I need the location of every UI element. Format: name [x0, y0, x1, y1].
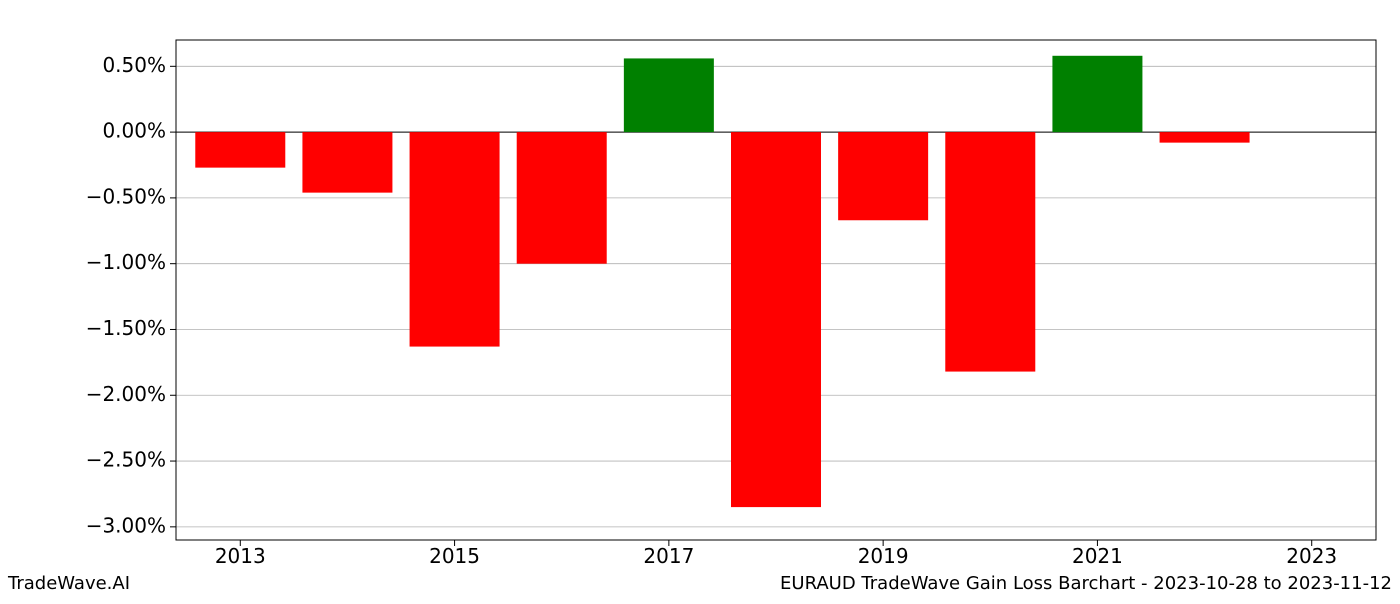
y-tick-label: −1.50%: [86, 316, 166, 340]
bar-2019: [838, 132, 928, 220]
y-tick-label: 0.00%: [102, 119, 166, 143]
bar-2021: [1052, 56, 1142, 132]
x-tick-label: 2017: [643, 544, 694, 568]
bar-2015: [410, 132, 500, 346]
y-tick-label: −2.00%: [86, 382, 166, 406]
bar-2013: [195, 132, 285, 168]
y-tick-label: −1.00%: [86, 250, 166, 274]
y-tick-label: −0.50%: [86, 184, 166, 208]
x-tick-label: 2023: [1286, 544, 1337, 568]
chart-caption: EURAUD TradeWave Gain Loss Barchart - 20…: [780, 573, 1392, 594]
x-tick-label: 2021: [1072, 544, 1123, 568]
chart-container: −3.00% −2.50% −2.00% −1.50% −1.00% −0.50% 0.00…: [0, 0, 1400, 600]
y-tick-label: 0.50%: [102, 53, 166, 77]
bar-2020: [945, 132, 1035, 371]
y-tick-label: −3.00%: [86, 513, 166, 537]
bar-2016: [517, 132, 607, 264]
y-tick-label: −2.50%: [86, 448, 166, 472]
bar-2014: [302, 132, 392, 193]
x-tick-label: 2019: [858, 544, 909, 568]
x-tick-label: 2015: [429, 544, 480, 568]
bar-2022: [1160, 132, 1250, 143]
x-tick-label: 2013: [215, 544, 266, 568]
brand-label: TradeWave.AI: [8, 573, 130, 594]
gain-loss-barchart: −3.00% −2.50% −2.00% −1.50% −1.00% −0.50% 0.00…: [0, 0, 1400, 600]
bar-2017: [624, 58, 714, 132]
bar-2018: [731, 132, 821, 507]
